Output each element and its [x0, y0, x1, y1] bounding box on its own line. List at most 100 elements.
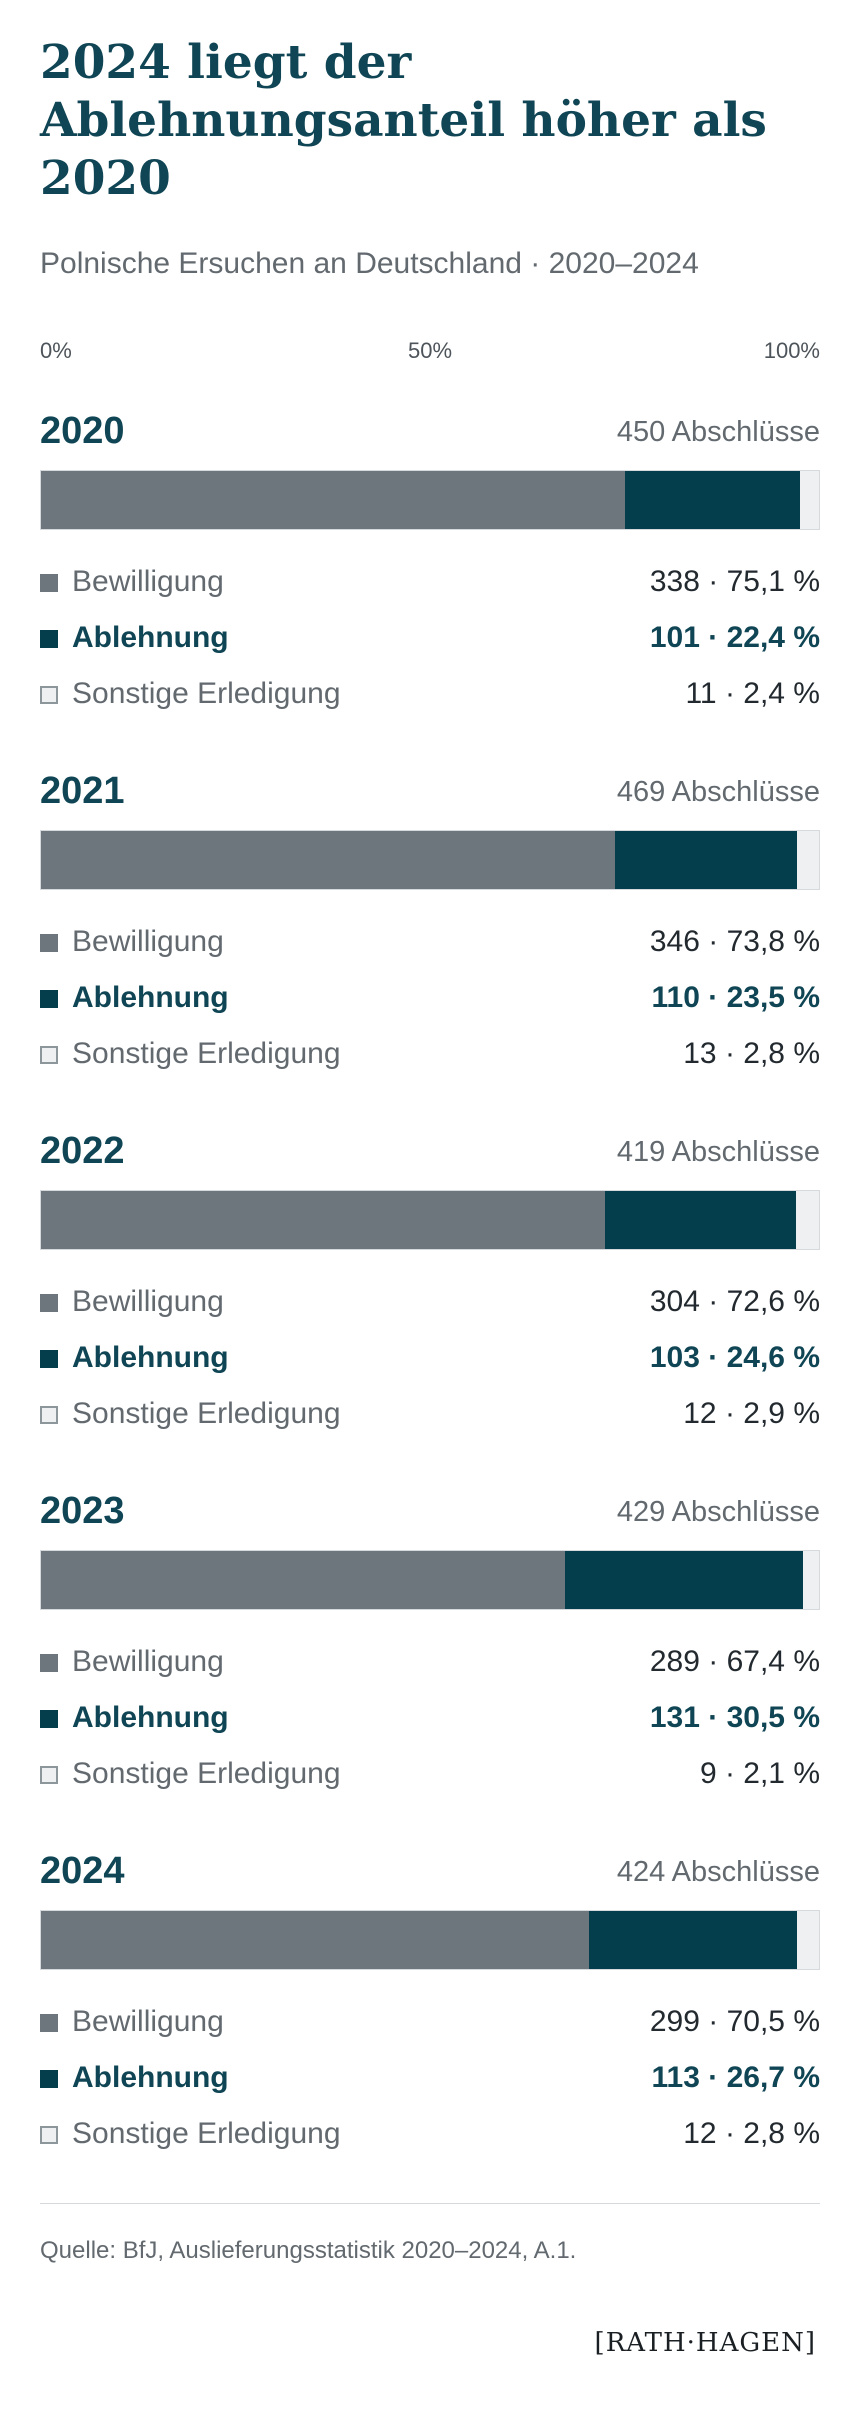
data-value: 304 · 72,6 % [649, 1285, 820, 1318]
percent-scale: 0% 50% 100% [40, 338, 820, 364]
brand-logo: [RATH·HAGEN] [594, 2328, 816, 2358]
legend-row-bewilligung: Bewilligung 289 · 67,4 % [40, 1640, 820, 1684]
data-value: 103 · 24,6 % [649, 1341, 820, 1374]
total-count: 424 Abschlüsse [616, 1856, 820, 1888]
legend-label: Ablehnung [72, 2061, 229, 2094]
legend-label: Bewilligung [72, 2005, 224, 2038]
legend-label: Sonstige Erledigung [72, 1397, 341, 1430]
chart-title: 2024 liegt der Ablehnungsanteil höher al… [40, 35, 767, 206]
legend-swatch [40, 630, 58, 648]
data-value: 346 · 73,8 % [649, 925, 820, 958]
legend-row-bewilligung: Bewilligung 299 · 70,5 % [40, 2000, 820, 2044]
chart-subtitle: Polnische Ersuchen an Deutschland · 2020… [40, 247, 699, 280]
legend-swatch [40, 1406, 58, 1424]
legend-row-sonstige: Sonstige Erledigung 12 · 2,8 % [40, 2112, 820, 2156]
legend-label: Bewilligung [72, 1285, 224, 1318]
legend-swatch [40, 1294, 58, 1312]
bar-segment-ablehnung [625, 471, 800, 529]
stacked-bar [40, 1910, 820, 1970]
year-block-2022: 2022 419 Abschlüsse Bewilligung 304 · 72… [40, 1128, 820, 1448]
total-count: 419 Abschlüsse [616, 1136, 820, 1168]
data-value: 11 · 2,4 % [685, 677, 820, 710]
data-value: 13 · 2,8 % [683, 1037, 820, 1070]
year-block-2024: 2024 424 Abschlüsse Bewilligung 299 · 70… [40, 1848, 820, 2168]
legend-row-ablehnung: Ablehnung 103 · 24,6 % [40, 1336, 820, 1380]
legend-row-bewilligung: Bewilligung 338 · 75,1 % [40, 560, 820, 604]
year-label: 2022 [40, 1130, 125, 1172]
data-value: 289 · 67,4 % [649, 1645, 820, 1678]
legend-swatch [40, 574, 58, 592]
bar-segment-ablehnung [605, 1191, 797, 1249]
legend-swatch [40, 1654, 58, 1672]
legend-swatch [40, 686, 58, 704]
bar-segment-sonstige [802, 1551, 819, 1609]
total-count: 429 Abschlüsse [616, 1496, 820, 1528]
year-label: 2020 [40, 410, 125, 452]
source-note: Quelle: BfJ, Auslieferungsstatistik 2020… [40, 2237, 577, 2264]
bar-segment-ablehnung [565, 1551, 803, 1609]
legend-swatch [40, 2014, 58, 2032]
legend-swatch [40, 2070, 58, 2088]
legend-label: Ablehnung [72, 1701, 229, 1734]
legend-row-sonstige: Sonstige Erledigung 12 · 2,9 % [40, 1392, 820, 1436]
legend-row-ablehnung: Ablehnung 113 · 26,7 % [40, 2056, 820, 2100]
legend-row-bewilligung: Bewilligung 304 · 72,6 % [40, 1280, 820, 1324]
legend-row-ablehnung: Ablehnung 131 · 30,5 % [40, 1696, 820, 1740]
bar-segment-bewilligung [41, 1551, 566, 1609]
legend-swatch [40, 990, 58, 1008]
year-block-2023: 2023 429 Abschlüsse Bewilligung 289 · 67… [40, 1488, 820, 1808]
data-value: 299 · 70,5 % [649, 2005, 820, 2038]
legend-row-sonstige: Sonstige Erledigung 13 · 2,8 % [40, 1032, 820, 1076]
total-count: 469 Abschlüsse [616, 776, 820, 808]
legend-row-bewilligung: Bewilligung 346 · 73,8 % [40, 920, 820, 964]
legend-swatch [40, 2126, 58, 2144]
data-value: 110 · 23,5 % [651, 981, 820, 1014]
stacked-bar [40, 1550, 820, 1610]
stacked-bar [40, 830, 820, 890]
data-value: 338 · 75,1 % [649, 565, 820, 598]
legend-label: Sonstige Erledigung [72, 1757, 341, 1790]
bar-segment-bewilligung [41, 471, 626, 529]
scale-tick-0: 0% [40, 338, 72, 363]
data-value: 131 · 30,5 % [649, 1701, 820, 1734]
legend-swatch [40, 1710, 58, 1728]
legend-row-ablehnung: Ablehnung 101 · 22,4 % [40, 616, 820, 660]
bar-segment-ablehnung [589, 1911, 798, 1969]
legend-swatch [40, 934, 58, 952]
legend-label: Ablehnung [72, 981, 229, 1014]
legend-label: Sonstige Erledigung [72, 1037, 341, 1070]
bar-segment-ablehnung [614, 831, 798, 889]
bar-segment-bewilligung [41, 831, 615, 889]
legend-label: Ablehnung [72, 1341, 229, 1374]
legend-swatch [40, 1046, 58, 1064]
divider [40, 2203, 820, 2204]
legend-row-sonstige: Sonstige Erledigung 11 · 2,4 % [40, 672, 820, 716]
bar-segment-sonstige [796, 1191, 819, 1249]
legend-swatch [40, 1766, 58, 1784]
legend-label: Ablehnung [72, 621, 229, 654]
legend-swatch [40, 1350, 58, 1368]
scale-tick-100: 100% [763, 338, 820, 363]
legend-label: Bewilligung [72, 1645, 224, 1678]
legend-label: Bewilligung [72, 925, 224, 958]
data-value: 113 · 26,7 % [651, 2061, 820, 2094]
legend-label: Sonstige Erledigung [72, 2117, 341, 2150]
bar-segment-sonstige [797, 831, 819, 889]
year-block-2021: 2021 469 Abschlüsse Bewilligung 346 · 73… [40, 768, 820, 1088]
year-block-2020: 2020 450 Abschlüsse Bewilligung 338 · 75… [40, 408, 820, 728]
scale-tick-50: 50% [407, 338, 453, 363]
bar-segment-sonstige [797, 1911, 819, 1969]
stacked-bar [40, 470, 820, 530]
data-value: 12 · 2,9 % [683, 1397, 820, 1430]
bar-segment-bewilligung [41, 1911, 590, 1969]
data-value: 101 · 22,4 % [649, 621, 820, 654]
year-label: 2021 [40, 770, 125, 812]
data-value: 9 · 2,1 % [699, 1757, 820, 1790]
legend-row-ablehnung: Ablehnung 110 · 23,5 % [40, 976, 820, 1020]
stacked-bar [40, 1190, 820, 1250]
bar-segment-bewilligung [41, 1191, 606, 1249]
data-value: 12 · 2,8 % [683, 2117, 820, 2150]
total-count: 450 Abschlüsse [616, 416, 820, 448]
year-label: 2024 [40, 1850, 125, 1892]
